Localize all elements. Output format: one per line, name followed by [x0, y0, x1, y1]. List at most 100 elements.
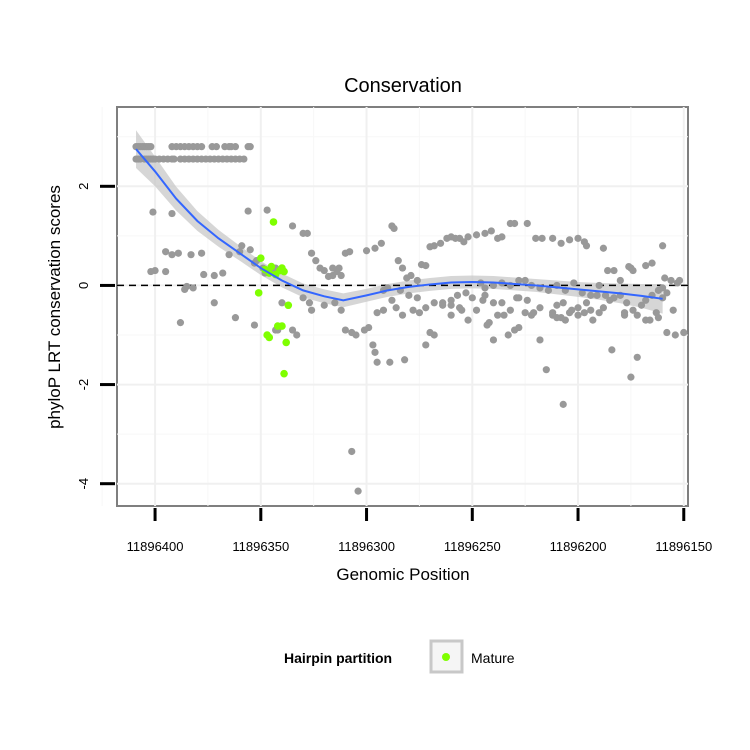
- x-tick-label-5: 11896150: [655, 539, 712, 554]
- point-other-236: [498, 299, 506, 307]
- point-other-133: [422, 262, 430, 270]
- point-other-267: [523, 296, 531, 304]
- point-other-160: [604, 266, 612, 275]
- y-tick-label-0: 2: [76, 183, 91, 190]
- point-other-17: [212, 143, 220, 151]
- point-other-253: [405, 291, 413, 299]
- point-other-227: [593, 291, 601, 299]
- point-other-195: [589, 316, 597, 324]
- point-other-128: [398, 264, 407, 272]
- point-other-260: [464, 316, 472, 324]
- point-other-53: [240, 155, 248, 163]
- point-mature-9: [254, 289, 263, 297]
- point-other-225: [578, 289, 586, 297]
- point-other-81: [210, 271, 218, 280]
- point-other-85: [231, 314, 240, 322]
- point-other-89: [288, 326, 297, 334]
- point-other-221: [544, 286, 553, 294]
- point-other-181: [500, 311, 508, 319]
- smooth-line-path: [135, 148, 663, 302]
- x-tick-label-2: 11896300: [338, 539, 395, 554]
- point-other-199: [610, 294, 618, 302]
- point-mature-7: [280, 267, 288, 276]
- point-other-142: [464, 233, 472, 241]
- point-other-66: [162, 267, 170, 276]
- point-other-266: [515, 294, 523, 302]
- point-other-175: [453, 291, 462, 299]
- point-other-95: [320, 266, 328, 275]
- point-other-172: [426, 328, 434, 337]
- point-other-275: [574, 304, 582, 312]
- point-other-263: [485, 319, 493, 327]
- point-other-204: [637, 301, 646, 309]
- point-other-154: [557, 239, 565, 247]
- point-other-114: [409, 306, 417, 314]
- point-other-59: [162, 248, 170, 256]
- point-other-141: [460, 238, 468, 246]
- point-other-210: [608, 346, 616, 354]
- point-other-234: [515, 276, 523, 285]
- point-other-287: [675, 276, 684, 285]
- point-other-109: [371, 348, 379, 356]
- point-other-152: [538, 234, 546, 242]
- point-other-270: [549, 309, 557, 317]
- point-other-251: [388, 296, 396, 304]
- point-other-105: [352, 331, 360, 339]
- point-other-60: [168, 251, 176, 259]
- y-axis-title: phyloP LRT conservation scores: [45, 185, 64, 429]
- point-other-93: [312, 257, 320, 265]
- point-other-269: [536, 304, 544, 312]
- point-other-185: [521, 309, 529, 317]
- point-other-112: [392, 304, 400, 312]
- point-other-203: [633, 311, 641, 319]
- point-other-108: [369, 341, 377, 349]
- y-tick-label-2: -2: [76, 379, 91, 391]
- point-other-282: [654, 314, 662, 322]
- point-other-130: [407, 271, 415, 280]
- point-other-165: [629, 266, 637, 275]
- point-other-231: [489, 281, 498, 290]
- point-other-239: [601, 291, 610, 299]
- point-other-56: [244, 207, 252, 215]
- point-other-143: [472, 231, 481, 239]
- point-other-144: [481, 229, 489, 237]
- point-other-116: [422, 341, 430, 349]
- point-other-99: [305, 299, 314, 307]
- point-other-126: [390, 224, 398, 233]
- point-other-167: [648, 259, 656, 267]
- point-other-235: [481, 291, 489, 299]
- point-other-107: [365, 323, 373, 332]
- point-other-15: [197, 143, 206, 151]
- point-other-123: [371, 244, 379, 252]
- point-other-177: [468, 294, 476, 302]
- point-other-268: [530, 309, 538, 317]
- point-other-118: [447, 311, 455, 319]
- point-other-113: [398, 311, 407, 319]
- point-other-102: [337, 306, 345, 314]
- point-other-182: [504, 331, 512, 339]
- point-other-273: [561, 316, 569, 324]
- point-other-145: [487, 227, 495, 235]
- point-other-80: [181, 285, 189, 293]
- point-other-190: [553, 301, 561, 309]
- legend: Hairpin partition Mature: [284, 639, 515, 674]
- point-other-88: [278, 299, 286, 307]
- point-mature-3: [267, 262, 276, 271]
- point-other-23: [246, 143, 254, 151]
- point-other-202: [629, 306, 637, 314]
- point-other-180: [494, 311, 502, 319]
- point-other-224: [570, 279, 578, 287]
- point-mature-10: [284, 301, 293, 310]
- plot-panel: [116, 106, 689, 507]
- point-other-276: [582, 299, 591, 307]
- point-other-79: [189, 284, 197, 292]
- point-other-285: [667, 276, 675, 285]
- point-other-201: [623, 299, 631, 307]
- point-other-54: [149, 208, 157, 216]
- point-other-179: [489, 299, 498, 307]
- point-other-284: [661, 274, 669, 282]
- point-other-7: [147, 143, 155, 151]
- y-axis: 2 0 -2 -4: [76, 183, 115, 489]
- point-mature-0: [257, 254, 265, 262]
